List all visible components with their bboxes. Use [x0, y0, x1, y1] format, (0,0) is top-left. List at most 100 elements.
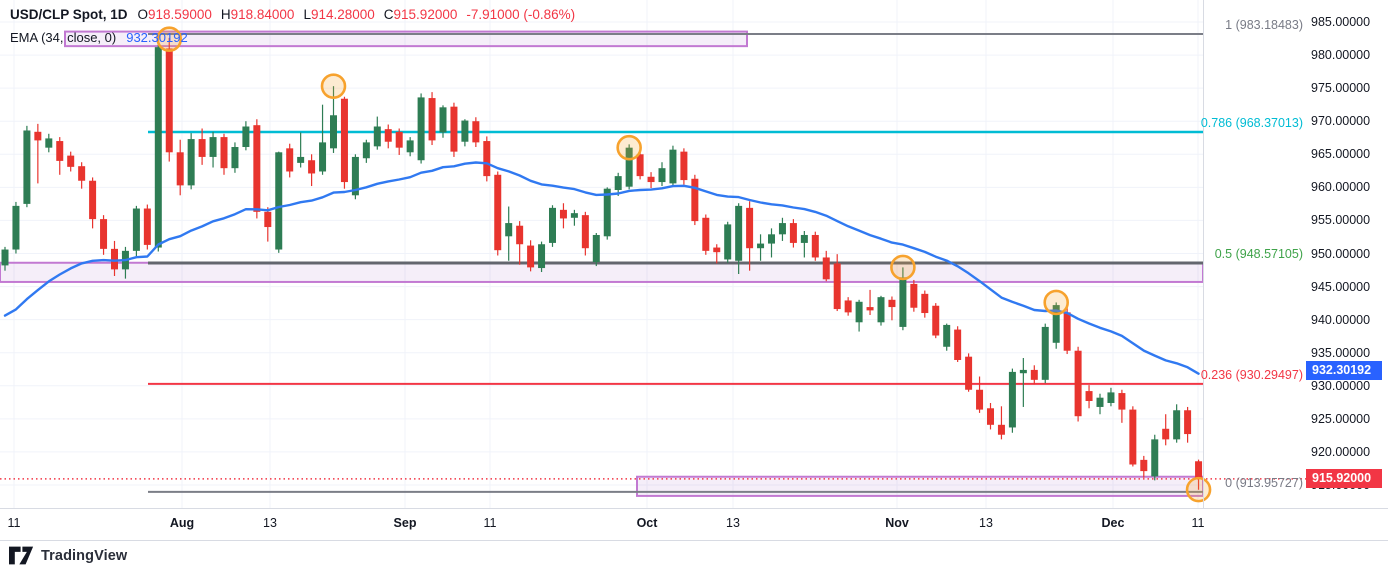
ema-line[interactable]	[3, 161, 1200, 375]
candle-body	[89, 180, 97, 220]
candle-body	[1096, 397, 1104, 407]
candle-body	[921, 293, 929, 314]
candle-body	[702, 217, 710, 251]
circle-annotation[interactable]	[156, 26, 183, 52]
tradingview-logo[interactable]: TradingView	[9, 546, 127, 565]
price-axis-label: 980.00000	[1311, 48, 1371, 63]
candle-body	[1151, 439, 1159, 477]
candle-body	[1140, 459, 1148, 472]
candle-body	[800, 234, 808, 243]
candle-body	[724, 224, 732, 260]
highlight-zone[interactable]	[64, 30, 748, 48]
candle-body	[538, 244, 546, 269]
circle-annotation[interactable]	[890, 254, 916, 281]
candle-body	[581, 215, 589, 249]
symbol-title[interactable]: USD/CLP Spot, 1D	[10, 7, 128, 22]
circle-annotation[interactable]	[616, 134, 642, 161]
candle-body	[1052, 305, 1060, 343]
circle-annotation[interactable]	[320, 73, 347, 99]
candle-body	[691, 178, 699, 222]
candle-body	[943, 324, 951, 347]
candle-body	[1, 249, 9, 266]
candle-body	[614, 176, 622, 191]
tradingview-logo-icon	[9, 546, 34, 565]
circle-annotation[interactable]	[1043, 289, 1069, 316]
candle-body	[395, 131, 403, 148]
candle-body	[1063, 312, 1071, 351]
candle-body	[1041, 326, 1049, 380]
candle-body	[286, 148, 294, 172]
candle-body	[1118, 393, 1126, 410]
ohlc-open: O918.59000	[137, 7, 212, 22]
candle-body	[855, 301, 863, 323]
price-axis-label: 935.00000	[1311, 345, 1371, 360]
candle-body	[176, 152, 184, 186]
price-axis-label: 960.00000	[1311, 180, 1371, 195]
time-axis-label: 13	[263, 516, 277, 530]
highlight-zone[interactable]	[636, 475, 1204, 497]
candle-body	[1162, 428, 1170, 440]
fib-level-label: 0.5 (948.57105)	[1214, 246, 1303, 261]
candle-body	[976, 389, 984, 410]
ema-legend-row[interactable]: EMA (34, close, 0) 932.30192	[10, 30, 188, 45]
ohlc-low: L914.28000	[303, 7, 375, 22]
candle-body	[1107, 392, 1115, 403]
candle-body	[516, 225, 524, 245]
candle-body	[1074, 350, 1082, 417]
candle-body	[143, 208, 151, 245]
candle-body	[789, 223, 797, 243]
candle-body	[877, 297, 885, 323]
candle-body	[351, 156, 359, 196]
candle-body	[264, 211, 272, 228]
candle-body	[253, 125, 261, 212]
candle-body	[899, 277, 907, 327]
candle-body	[965, 356, 973, 390]
candle-body	[220, 137, 228, 169]
candle-body	[910, 283, 918, 308]
candle-body	[78, 166, 86, 181]
candle-body	[187, 139, 195, 186]
candle-body	[768, 234, 775, 244]
candle-body	[439, 107, 447, 133]
candle-body	[505, 223, 513, 237]
candle-body	[340, 98, 348, 183]
candle-body	[45, 138, 53, 148]
candle-body	[757, 243, 765, 249]
price-axis-label: 985.00000	[1311, 15, 1371, 29]
candle-body	[428, 98, 436, 141]
candle-body	[549, 207, 556, 243]
candle-body	[132, 208, 140, 251]
ema-study-label[interactable]: EMA (34, close, 0)	[10, 30, 117, 45]
candle-body	[23, 130, 31, 204]
last-price-badge: 915.92000	[1306, 469, 1382, 489]
ohlc-close: C915.92000	[383, 7, 458, 22]
candle-body	[1008, 371, 1016, 428]
candle-body	[592, 234, 600, 263]
candle-body	[811, 234, 819, 258]
candle-body	[603, 188, 611, 237]
candle-body	[1195, 461, 1203, 479]
candle-body	[1019, 369, 1027, 374]
candle-body	[297, 156, 305, 163]
fib-level-label: 1 (983.18483)	[1225, 18, 1303, 32]
candle-body	[111, 248, 118, 270]
price-axis-label: 925.00000	[1311, 411, 1371, 426]
price-axis-label: 945.00000	[1311, 279, 1371, 294]
price-axis-label: 950.00000	[1311, 246, 1371, 261]
candle-body	[12, 205, 20, 250]
candle-body	[527, 245, 535, 268]
candle-body	[198, 139, 206, 157]
candle-body	[997, 424, 1005, 435]
candle-body	[987, 408, 994, 425]
candle-body	[154, 47, 162, 248]
candle-body	[713, 247, 721, 253]
highlight-zone[interactable]	[0, 261, 1204, 283]
circle-annotation[interactable]	[1185, 476, 1212, 503]
candle-body	[209, 137, 217, 157]
candle-body	[56, 141, 64, 161]
time-axis-label: 11	[1191, 516, 1205, 530]
symbol-legend-row[interactable]: USD/CLP Spot, 1D O918.59000 H918.84000 L…	[10, 7, 575, 22]
candle-body	[888, 299, 896, 308]
candle-body	[570, 213, 578, 218]
